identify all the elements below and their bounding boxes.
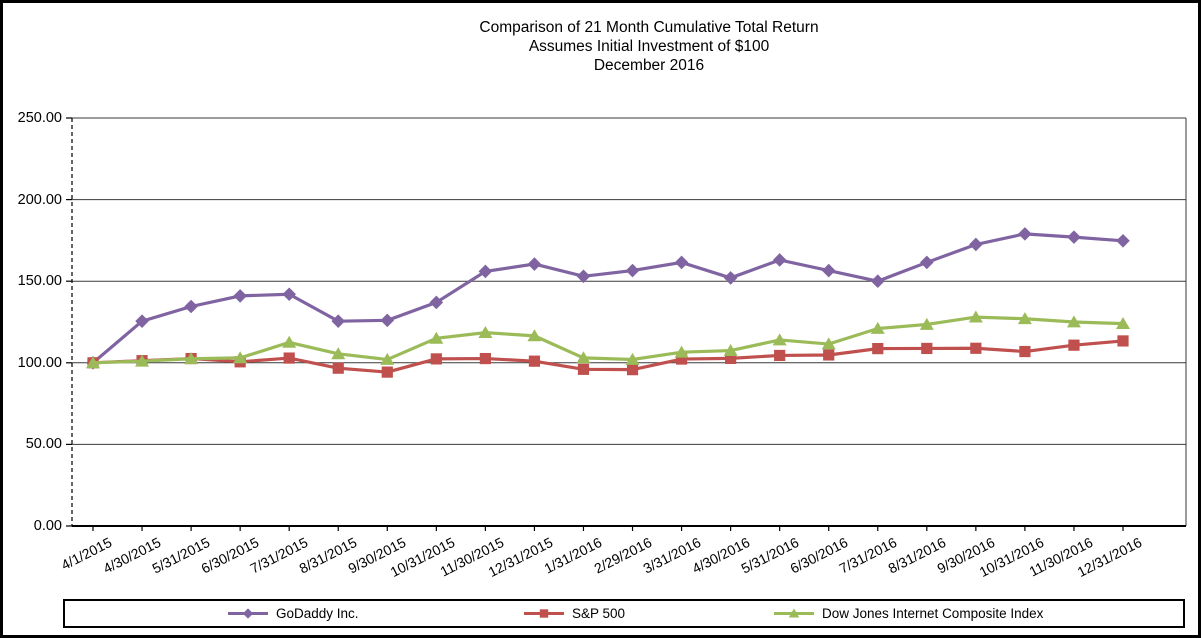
series-dow-jones-internet-marker [772, 333, 787, 346]
series-dow-jones-internet-marker [576, 351, 591, 364]
series-godaddy-marker [870, 274, 885, 288]
legend-item-sp500: S&P 500 [523, 601, 625, 626]
series-godaddy-marker [969, 237, 983, 252]
series-dow-jones-internet-marker [723, 343, 738, 356]
series-sp500-marker [528, 355, 541, 367]
series-dow-jones-internet-marker [1066, 315, 1081, 328]
godaddy-legend-marker-icon [228, 608, 268, 619]
series-dow-jones-internet-marker [184, 352, 199, 365]
series-dow-jones-internet-marker [233, 351, 248, 364]
series-godaddy-marker [478, 264, 493, 279]
series-godaddy-marker [772, 253, 787, 267]
series-dow-jones-internet-marker [625, 352, 640, 365]
dow-jones-internet-legend-marker-icon [774, 608, 814, 618]
series-godaddy-marker [282, 287, 296, 302]
series-sp500-marker [872, 343, 884, 355]
y-tick-label: 250.00 [17, 110, 62, 126]
series-dow-jones-internet-marker [527, 329, 542, 342]
series-sp500-marker [725, 352, 737, 364]
series-sp500-marker [921, 342, 933, 355]
series-dow-jones-internet-marker [478, 326, 493, 339]
series-godaddy-marker [331, 314, 346, 328]
series-godaddy-marker [1067, 230, 1081, 244]
y-tick-label: 200.00 [17, 191, 62, 208]
series-godaddy-marker [723, 271, 738, 285]
y-tick-label: 100.00 [17, 354, 62, 371]
series-sp500-marker [1117, 335, 1129, 347]
legend: GoDaddy Inc. S&P 500 Dow Jones Internet … [63, 599, 1185, 628]
series-sp500-marker [626, 364, 639, 376]
chart-title: Comparison of 21 Month Cumulative Total … [112, 18, 1186, 75]
sp500-legend-marker-icon [524, 609, 564, 618]
series-sp500-marker [1068, 339, 1080, 351]
y-tick-label: 150.00 [17, 273, 62, 290]
series-dow-jones-internet-marker [380, 352, 395, 365]
legend-item-godaddy: GoDaddy Inc. [227, 601, 359, 626]
series-dow-jones-internet-marker [331, 347, 346, 360]
title-line-3: December 2016 [593, 57, 705, 74]
series-dow-jones-internet-marker [870, 321, 885, 334]
series-godaddy-marker [135, 314, 149, 328]
title-line-1: Comparison of 21 Month Cumulative Total … [479, 19, 819, 36]
series-godaddy-marker [625, 263, 640, 278]
series-dow-jones-internet-line [92, 315, 1124, 365]
series-godaddy-marker [184, 299, 198, 314]
series-sp500-marker [479, 352, 491, 365]
series-sp500-marker [332, 362, 344, 374]
series-godaddy-marker [233, 289, 247, 303]
series-sp500-marker [283, 352, 295, 364]
series-godaddy-marker [429, 295, 444, 310]
series-godaddy-marker [920, 255, 934, 270]
series-dow-jones-internet-marker [429, 331, 444, 344]
legend-label-sp500: S&P 500 [572, 606, 626, 621]
legend-label-dow-jones-internet: Dow Jones Internet Composite Index [822, 606, 1044, 621]
legend-label-godaddy: GoDaddy Inc. [276, 606, 359, 621]
series-dow-jones-internet-marker [919, 317, 934, 330]
series-sp500-marker [823, 349, 835, 361]
y-tick-label: 50.00 [25, 436, 62, 453]
series-sp500-marker [381, 366, 393, 378]
series-sp500-marker [675, 353, 688, 365]
series-sp500-marker [1019, 345, 1031, 358]
series-godaddy-line [91, 232, 1124, 365]
series-godaddy-marker [1116, 234, 1130, 248]
series-sp500-line [92, 339, 1124, 374]
series-sp500-marker [577, 363, 590, 375]
series-sp500-marker [970, 342, 982, 354]
series-dow-jones-internet-marker [135, 354, 150, 367]
series-sp500-marker [430, 353, 442, 365]
y-tick-label: 0.00 [33, 518, 62, 534]
series-godaddy-marker [1018, 227, 1032, 241]
series-godaddy-marker [821, 263, 836, 278]
series-dow-jones-internet-marker [968, 310, 983, 323]
series-sp500-marker [774, 349, 786, 362]
series-dow-jones-internet-marker [1116, 317, 1130, 330]
series-dow-jones-internet-marker [821, 337, 836, 350]
legend-item-dow-jones-internet: Dow Jones Internet Composite Index [773, 601, 1043, 626]
series-godaddy-marker [380, 313, 395, 328]
series-godaddy-marker [576, 269, 591, 284]
series-dow-jones-internet-marker [282, 335, 297, 348]
series-dow-jones-internet-marker [674, 345, 689, 358]
series-godaddy-marker [527, 257, 542, 271]
series-godaddy-marker [674, 255, 689, 270]
series-dow-jones-internet-marker [1017, 312, 1032, 325]
chart-plot-area [66, 117, 1187, 531]
series-dow-jones-internet-marker [86, 356, 100, 369]
title-line-2: Assumes Initial Investment of $100 [528, 38, 770, 55]
